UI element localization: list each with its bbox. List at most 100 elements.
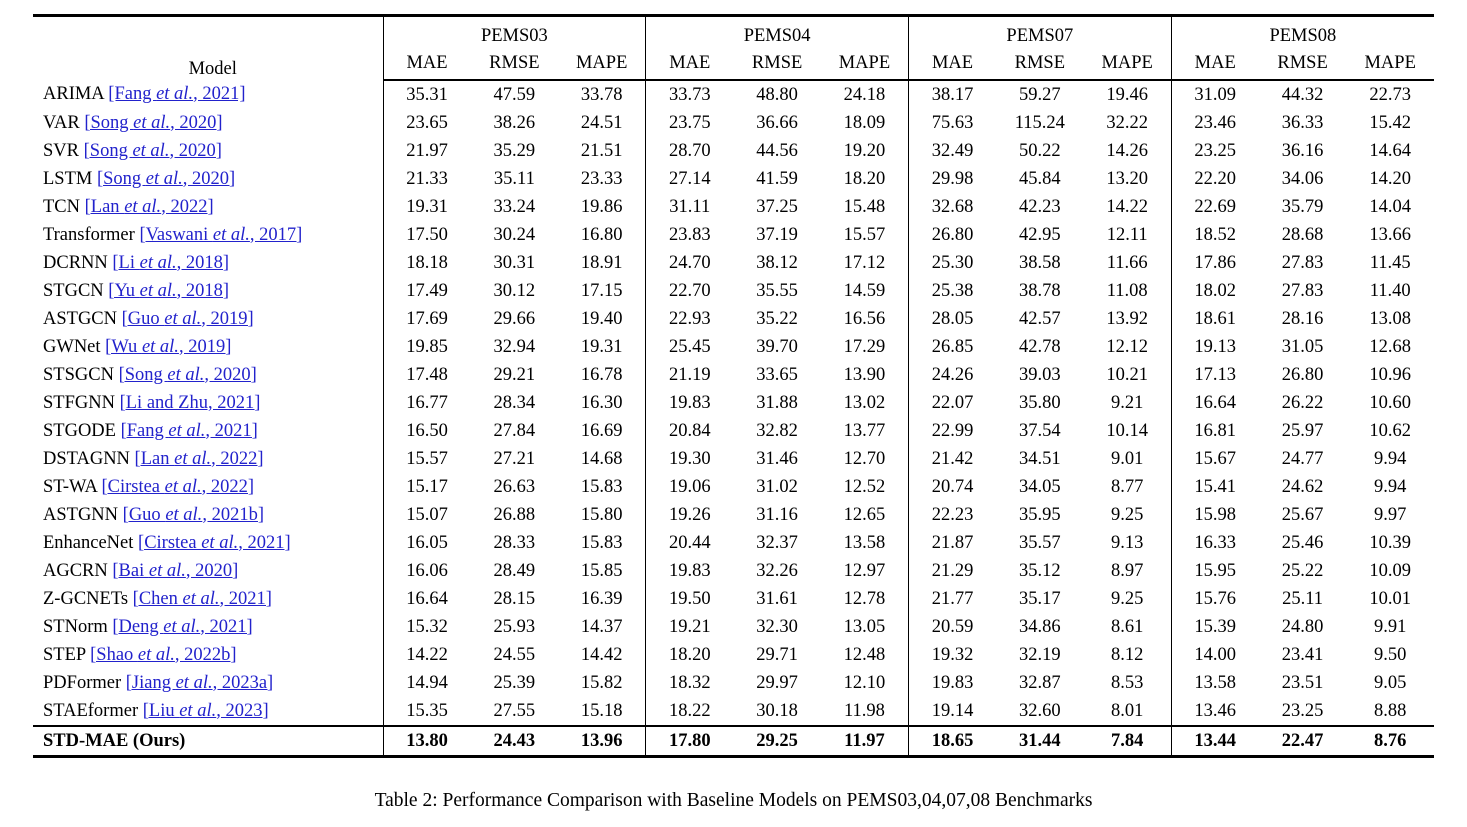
citation-etal: et al. [132,140,170,161]
citation-text: [Bai [112,560,149,581]
metric-value-cell: 31.09 [1170,80,1259,109]
citation-link[interactable]: [Li and Zhu, 2021] [120,393,261,413]
citation-text: [Jiang [125,672,176,693]
metric-value-cell: 31.02 [756,476,798,497]
metric-value-cell: 39.03 [1019,364,1061,385]
table-row: EnhanceNet [Cirstea et al., 2021] 16.05 … [33,529,1434,557]
citation-link[interactable]: [Shao et al., 2022b] [90,645,236,665]
metric-value-cell: 29.97 [756,672,798,693]
metric-value-cell: 59.27 [1019,84,1061,105]
model-cell: LSTM [Song et al., 2020] [33,165,383,193]
metric-value-cell: 14.00 [1170,641,1259,669]
citation-text: [Vaswani [139,224,213,245]
metric-value-cell: 16.69 [580,420,623,441]
metric-value-cell: 30.18 [756,700,798,721]
citation-year: , 2021] [219,588,272,609]
metric-value-cell: 13.90 [843,364,886,385]
citation-link[interactable]: [Lan et al., 2022] [85,197,214,217]
citation-link[interactable]: [Cirstea et al., 2021] [138,533,291,553]
metric-value-cell: 36.16 [1281,140,1324,161]
metric-value-cell: 15.85 [580,560,623,581]
metric-value-cell: 22.70 [645,277,734,305]
metric-value-cell: 8.76 [1346,725,1434,757]
citation-year: , 2022] [201,476,255,497]
model-name: ST-WA [43,476,97,497]
citation-link[interactable]: [Guo et al., 2021b] [123,505,264,525]
citation-link[interactable]: [Li et al., 2018] [112,253,229,273]
group-header-pems08: PEMS08 [1170,15,1434,47]
model-cell: STSGCN [Song et al., 2020] [33,361,383,389]
metric-value-cell: 19.30 [645,445,734,473]
citation-link[interactable]: [Liu et al., 2023] [143,701,269,721]
citation-link[interactable]: [Yu et al., 2018] [108,281,229,301]
metric-value-cell: 33.78 [580,84,623,105]
citation-link[interactable]: [Lan et al., 2022] [135,449,264,469]
metric-value-cell: 25.46 [1281,532,1324,553]
metric-value-cell: 8.12 [1110,644,1144,665]
metric-value-cell: 22.07 [907,389,997,417]
model-name: Transformer [43,224,135,245]
table-row: PDFormer [Jiang et al., 2023a] 14.94 25.… [33,669,1434,697]
citation-year: , 2021] [205,420,258,441]
citation-year: , 2021] [200,616,253,637]
metric-value-cell: 25.67 [1281,504,1324,525]
table-row: AGCRN [Bai et al., 2020] 16.06 28.49 15.… [33,557,1434,585]
citation-year: , 2018] [176,280,230,301]
citation-link[interactable]: [Song et al., 2020] [84,141,222,161]
metric-value-cell: 21.42 [907,445,997,473]
metric-value-cell: 35.57 [1019,532,1061,553]
table-row: STFGNN [Li and Zhu, 2021] 16.77 28.34 16… [33,389,1434,417]
citation-etal: et al. [133,112,171,133]
metric-value-cell: 26.80 [1281,364,1324,385]
model-cell: DCRNN [Li et al., 2018] [33,249,383,277]
citation-link[interactable]: [Bai et al., 2020] [112,561,238,581]
metric-value-cell: 17.48 [382,361,471,389]
citation-link[interactable]: [Guo et al., 2019] [122,309,254,329]
metric-value-cell: 15.17 [382,473,471,501]
citation-year: , 2017] [249,224,303,245]
metric-value-cell: 18.91 [580,252,623,273]
metric-value-cell: 16.30 [580,392,623,413]
metric-value-cell: 21.33 [382,165,471,193]
metric-value-cell: 35.12 [1019,560,1061,581]
citation-link[interactable]: [Cirstea et al., 2022] [101,477,254,497]
citation-link[interactable]: [Song et al., 2020] [84,113,222,133]
metric-value-cell: 42.95 [1019,224,1061,245]
metric-value-cell: 19.13 [1170,333,1259,361]
citation-link[interactable]: [Song et al., 2020] [97,169,235,189]
citation-link[interactable]: [Fang et al., 2021] [108,84,245,104]
citation-link[interactable]: [Jiang et al., 2023a] [126,673,273,693]
metric-value-cell: 28.70 [645,137,734,165]
metric-header-mape: MAPE [558,47,646,81]
citation-link[interactable]: [Wu et al., 2019] [105,337,231,357]
model-cell: Transformer [Vaswani et al., 2017] [33,221,383,249]
metric-value-cell: 13.66 [1369,224,1411,245]
metric-value-cell: 35.22 [756,308,798,329]
citation-link[interactable]: [Song et al., 2020] [119,365,257,385]
metric-value-cell: 32.22 [1106,112,1148,133]
metric-value-cell: 30.12 [493,280,536,301]
citation-text: [Song [84,112,134,133]
citation-link[interactable]: [Deng et al., 2021] [112,617,252,637]
table-body: ARIMA [Fang et al., 2021] 35.31 47.59 33… [33,80,1434,757]
metric-value-cell: 28.05 [907,305,997,333]
metric-value-cell: 12.65 [843,504,886,525]
metric-value-cell: 32.37 [756,532,798,553]
metric-value-cell: 21.29 [907,557,997,585]
metric-value-cell: 42.57 [1019,308,1061,329]
model-cell: STD-MAE (Ours) [33,725,383,757]
citation-year: , 2020] [182,168,236,189]
citation-text: [Guo [121,308,165,329]
citation-link[interactable]: [Vaswani et al., 2017] [139,225,302,245]
metric-value-cell: 16.81 [1170,417,1259,445]
metric-value-cell: 15.80 [580,504,623,525]
metric-value-cell: 25.30 [907,249,997,277]
metric-value-cell: 10.21 [1106,364,1148,385]
model-cell: ASTGNN [Guo et al., 2021b] [33,501,383,529]
metric-value-cell: 24.18 [843,84,886,105]
metric-value-cell: 27.14 [645,165,734,193]
model-name: DSTAGNN [43,448,130,469]
metric-value-cell: 31.11 [645,193,734,221]
citation-link[interactable]: [Fang et al., 2021] [121,421,258,441]
citation-link[interactable]: [Chen et al., 2021] [133,589,272,609]
